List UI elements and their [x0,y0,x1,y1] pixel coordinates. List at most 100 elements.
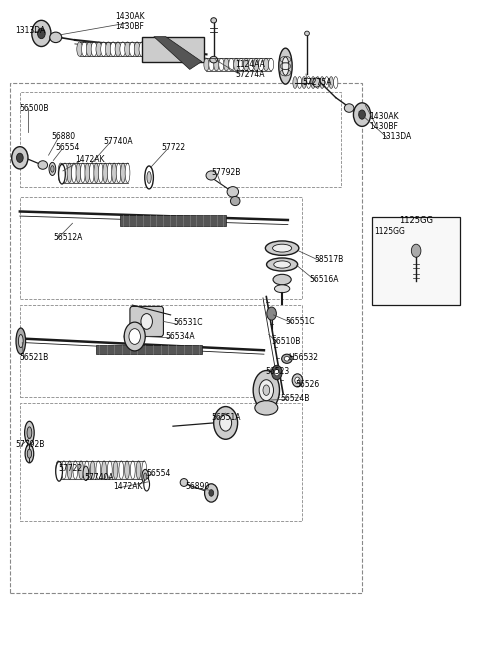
Ellipse shape [266,258,298,271]
Ellipse shape [50,32,62,43]
Circle shape [37,28,45,39]
Text: 1430AK
1430BF: 1430AK 1430BF [369,112,399,131]
Ellipse shape [224,58,229,71]
Ellipse shape [293,77,297,89]
Ellipse shape [210,56,217,63]
Ellipse shape [108,461,112,480]
Ellipse shape [81,163,85,182]
Text: 56512A: 56512A [53,233,83,242]
Circle shape [16,154,23,163]
Ellipse shape [27,427,32,439]
Text: 56534A: 56534A [166,332,195,341]
Ellipse shape [311,77,315,89]
Ellipse shape [67,163,72,182]
Ellipse shape [38,161,48,169]
Bar [96,345,202,354]
Ellipse shape [89,163,94,182]
Ellipse shape [103,163,108,182]
Circle shape [124,322,145,351]
Ellipse shape [102,461,107,480]
Text: 56531C: 56531C [173,318,203,327]
Ellipse shape [211,18,216,23]
Ellipse shape [298,77,302,89]
Ellipse shape [214,58,219,71]
Ellipse shape [265,241,299,255]
Ellipse shape [59,165,65,184]
Text: 58517B: 58517B [314,255,343,264]
Ellipse shape [73,461,78,480]
Ellipse shape [120,42,126,56]
Ellipse shape [56,461,60,480]
Ellipse shape [84,461,89,480]
Text: 57792B: 57792B [15,440,45,449]
Ellipse shape [259,58,264,71]
Ellipse shape [115,42,121,56]
Ellipse shape [125,461,130,480]
Text: 56526: 56526 [295,380,319,390]
Text: 57275A: 57275A [302,78,332,87]
Ellipse shape [85,163,90,182]
Ellipse shape [274,261,290,268]
Ellipse shape [51,166,54,173]
Ellipse shape [82,42,87,56]
Ellipse shape [72,163,76,182]
Ellipse shape [315,77,320,89]
Text: 1472AK: 1472AK [113,482,143,491]
Ellipse shape [320,77,324,89]
Ellipse shape [101,42,107,56]
Ellipse shape [139,42,145,56]
Text: 56516A: 56516A [310,275,339,284]
Text: H56532: H56532 [288,353,318,362]
Ellipse shape [253,371,279,410]
Bar [20,197,302,298]
Ellipse shape [107,163,112,182]
Ellipse shape [275,285,290,293]
Ellipse shape [259,380,274,401]
Ellipse shape [113,461,118,480]
Ellipse shape [79,461,84,480]
Ellipse shape [18,335,23,348]
Ellipse shape [263,385,270,396]
Ellipse shape [329,77,333,89]
Polygon shape [154,37,202,70]
Ellipse shape [230,196,240,205]
Ellipse shape [62,163,67,182]
Bar [20,305,302,397]
Text: 56890: 56890 [185,482,209,491]
Ellipse shape [180,479,188,486]
Ellipse shape [98,163,103,182]
Ellipse shape [228,58,234,71]
Circle shape [275,369,279,376]
Text: 57722: 57722 [161,144,185,152]
Ellipse shape [324,77,329,89]
Ellipse shape [239,58,244,71]
Ellipse shape [136,461,141,480]
Ellipse shape [273,244,292,252]
Circle shape [129,329,141,344]
Ellipse shape [313,78,321,87]
Ellipse shape [204,58,209,71]
Ellipse shape [77,42,83,56]
Text: 1124AA
57274A: 1124AA 57274A [235,60,265,79]
Ellipse shape [264,58,269,71]
Ellipse shape [49,163,56,175]
Circle shape [12,147,28,169]
Ellipse shape [131,461,135,480]
Text: 1313DA: 1313DA [15,26,45,35]
Ellipse shape [76,163,81,182]
Ellipse shape [130,42,135,56]
Ellipse shape [90,461,95,480]
Text: 1472AK: 1472AK [75,155,104,163]
Ellipse shape [86,42,92,56]
Ellipse shape [145,166,154,189]
Ellipse shape [227,186,239,197]
Text: 56554: 56554 [147,469,171,478]
Ellipse shape [125,42,131,56]
Ellipse shape [305,31,310,35]
Ellipse shape [67,461,72,480]
Ellipse shape [56,462,62,482]
Text: 1125GG: 1125GG [399,216,433,224]
Ellipse shape [147,172,151,183]
Ellipse shape [206,171,216,180]
Text: 56554: 56554 [56,144,80,152]
